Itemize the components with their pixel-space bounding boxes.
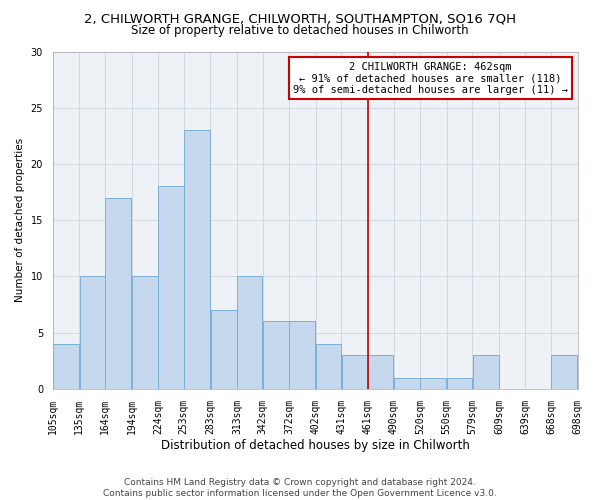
Bar bbox=[184, 130, 210, 389]
Bar bbox=[80, 276, 105, 389]
Bar bbox=[551, 355, 577, 389]
Bar bbox=[394, 378, 420, 389]
Bar bbox=[447, 378, 472, 389]
Bar bbox=[263, 322, 289, 389]
Bar bbox=[473, 355, 499, 389]
Y-axis label: Number of detached properties: Number of detached properties bbox=[15, 138, 25, 302]
Bar bbox=[421, 378, 446, 389]
Bar bbox=[316, 344, 341, 389]
Bar bbox=[158, 186, 184, 389]
Bar bbox=[237, 276, 262, 389]
Text: 2 CHILWORTH GRANGE: 462sqm
← 91% of detached houses are smaller (118)
9% of semi: 2 CHILWORTH GRANGE: 462sqm ← 91% of deta… bbox=[293, 62, 568, 95]
Bar bbox=[132, 276, 158, 389]
Text: Contains HM Land Registry data © Crown copyright and database right 2024.
Contai: Contains HM Land Registry data © Crown c… bbox=[103, 478, 497, 498]
Text: 2, CHILWORTH GRANGE, CHILWORTH, SOUTHAMPTON, SO16 7QH: 2, CHILWORTH GRANGE, CHILWORTH, SOUTHAMP… bbox=[84, 12, 516, 26]
Bar bbox=[105, 198, 131, 389]
Bar bbox=[368, 355, 394, 389]
Text: Size of property relative to detached houses in Chilworth: Size of property relative to detached ho… bbox=[131, 24, 469, 37]
X-axis label: Distribution of detached houses by size in Chilworth: Distribution of detached houses by size … bbox=[161, 440, 470, 452]
Bar bbox=[289, 322, 316, 389]
Bar bbox=[211, 310, 236, 389]
Bar bbox=[53, 344, 79, 389]
Bar bbox=[341, 355, 368, 389]
